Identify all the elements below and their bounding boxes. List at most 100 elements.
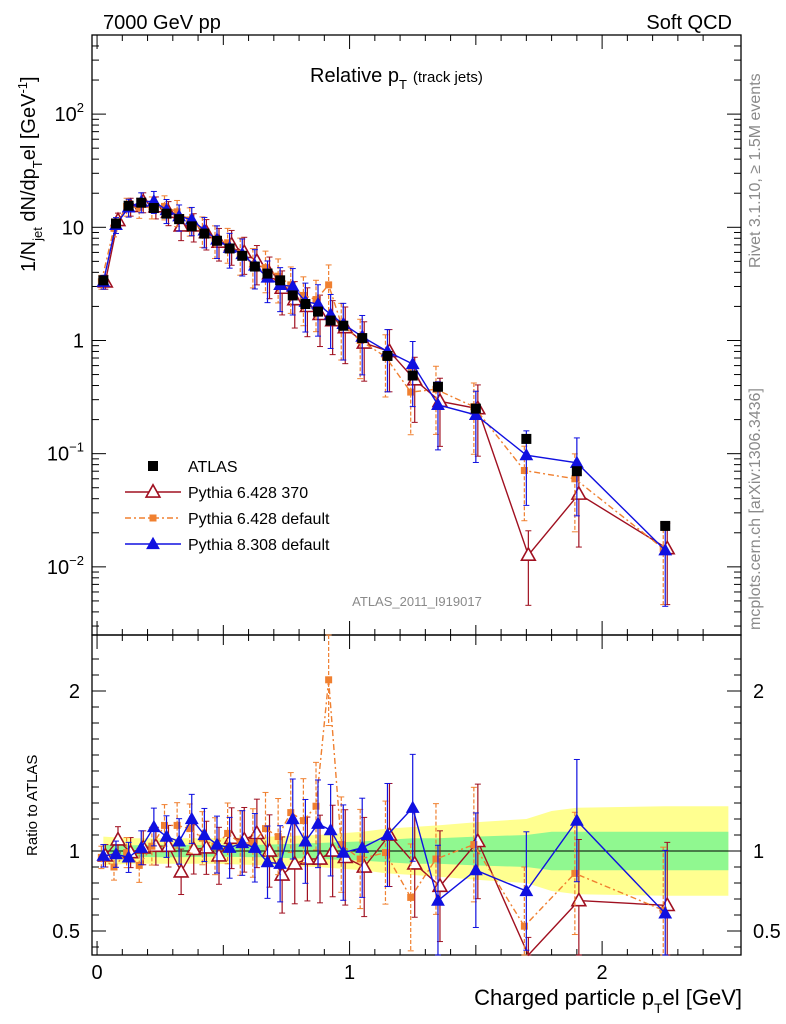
main-series-point xyxy=(285,279,300,292)
ratio-series-point xyxy=(109,830,127,846)
atlas-data-point xyxy=(407,370,418,381)
plot-title: Relative pT (track jets) xyxy=(310,65,483,92)
legend-label: Pythia 6.428 default xyxy=(188,511,330,528)
ratio-series-point xyxy=(210,837,224,850)
ratio-tick-label-left: 0.5 xyxy=(52,921,80,943)
legend: ATLAS Pythia 6.428 370 Pythia 6.428 defaul… xyxy=(125,459,330,554)
ratio-series-point xyxy=(249,839,257,847)
ratio-series-point xyxy=(570,891,588,907)
ratio-series-point xyxy=(247,840,262,853)
ratio-series-point xyxy=(311,850,329,865)
legend-label: Pythia 6.428 370 xyxy=(188,485,308,502)
main-series-point xyxy=(160,202,168,210)
atlas-data-point xyxy=(212,235,223,246)
atlas-data-point xyxy=(571,466,582,477)
y-axis-label-sup: -1 xyxy=(15,82,30,94)
ratio-series-point xyxy=(134,840,149,853)
ratio-series-point xyxy=(274,833,282,841)
ratio-series-point xyxy=(160,837,177,853)
ratio-y-axis-label: Ratio to ATLAS xyxy=(24,755,41,856)
atlas-data-point xyxy=(432,381,443,392)
ratio-series-point xyxy=(173,821,181,829)
x-axis-label: Charged particle pTel [GeV] xyxy=(474,985,742,1016)
ratio-series-point xyxy=(186,825,194,833)
legend-marker xyxy=(144,483,162,498)
ratio-tick-label-right: 0.5 xyxy=(753,921,781,943)
main-series-point xyxy=(571,475,579,483)
main-series-point xyxy=(658,543,673,556)
y-tick-label: 10−2 xyxy=(47,553,84,579)
ratio-series-point xyxy=(432,855,440,863)
ratio-series-point xyxy=(96,848,111,861)
ratio-series-point xyxy=(248,824,266,840)
main-series-point xyxy=(311,296,325,310)
atlas-data-point xyxy=(186,221,197,232)
x-axis-label-rest: el [GeV] xyxy=(663,985,742,1010)
ratio-series-point xyxy=(262,825,270,833)
atlas-data-point xyxy=(98,275,109,286)
ratio-series-point xyxy=(172,862,190,878)
atlas-data-point xyxy=(338,320,349,331)
main-series-point xyxy=(312,296,320,304)
atlas-data-point xyxy=(262,268,273,279)
ratio-series-point xyxy=(324,842,341,857)
atlas-data-point xyxy=(123,200,134,211)
ratio-series-point xyxy=(355,840,370,853)
atlas-data-point xyxy=(148,203,159,214)
atlas-data-point xyxy=(287,290,298,301)
main-series-point xyxy=(224,239,232,247)
y-axis-label: 1/Njet dN/dpTel [GeV-1] xyxy=(15,76,45,272)
side-rivet-label: Rivet 3.1.10, ≥ 1.5M events xyxy=(747,73,764,268)
y-tick-label: 10 xyxy=(62,217,84,239)
analysis-label: ATLAS_2011_I919017 xyxy=(352,594,482,609)
x-tick-label: 1 xyxy=(344,962,355,984)
main-series-point xyxy=(569,455,584,468)
atlas-data-point xyxy=(521,433,532,444)
ratio-series-point xyxy=(325,676,333,684)
ratio-tick-label-right: 2 xyxy=(753,681,764,703)
y-axis-label-rest: el [GeV xyxy=(18,93,40,160)
atlas-data-point xyxy=(110,218,121,229)
main-series-point xyxy=(299,291,307,299)
y-tick-base: 10 xyxy=(62,217,84,239)
plot-title-main: Relative p xyxy=(310,65,399,87)
main-series-point xyxy=(520,546,537,562)
main-series-point xyxy=(570,485,588,500)
ratio-series-line xyxy=(100,679,664,928)
y-tick-exponent: −2 xyxy=(69,553,84,568)
main-series-point xyxy=(468,407,483,421)
x-axis-label-main: Charged particle p xyxy=(474,985,654,1010)
main-series-point xyxy=(262,264,270,272)
ratio-series-point xyxy=(159,829,174,842)
atlas-data-point xyxy=(249,261,260,272)
atlas-data-point xyxy=(136,197,147,208)
ratio-series-point xyxy=(160,821,168,829)
ratio-series-point xyxy=(287,809,295,817)
main-series-point xyxy=(407,388,415,396)
ratio-series-point xyxy=(520,922,528,930)
atlas-data-point xyxy=(224,243,235,254)
ratio-series-point xyxy=(405,800,420,813)
ratio-series-point xyxy=(146,819,161,833)
main-series-point xyxy=(173,208,181,216)
ratio-series-point xyxy=(470,841,478,849)
main-series-point xyxy=(405,356,420,370)
main-series-line xyxy=(104,201,668,557)
ratio-series-point xyxy=(380,827,395,841)
x-tick-label: 0 xyxy=(91,962,102,984)
ratio-series-point xyxy=(222,840,237,853)
ratio-series-point xyxy=(135,861,143,869)
ratio-series-point xyxy=(658,906,673,919)
y-tick-exponent: −1 xyxy=(69,440,84,455)
ratio-tick-label-right: 1 xyxy=(753,841,764,863)
ratio-series-point xyxy=(299,817,307,825)
y-axis-label-sub1: jet xyxy=(30,227,45,242)
x-tick-label: 2 xyxy=(597,962,608,984)
main-series-point xyxy=(325,281,333,289)
ratio-series-point xyxy=(312,802,320,810)
legend-marker xyxy=(146,536,160,550)
ratio-series-point xyxy=(224,829,232,837)
y-axis-label-end: ] xyxy=(18,76,40,82)
header-energy-label: 7000 GeV pp xyxy=(103,12,221,34)
